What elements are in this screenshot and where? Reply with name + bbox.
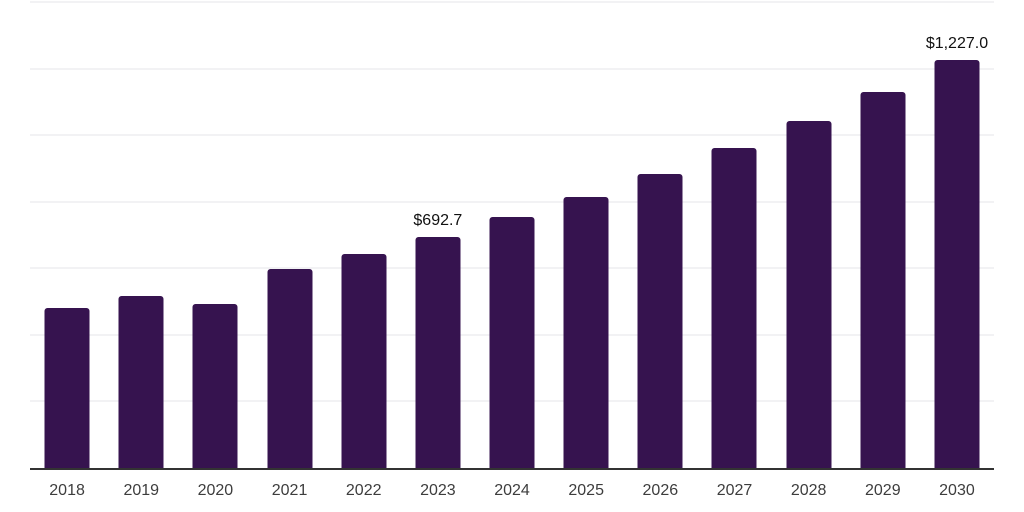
gridline (30, 200, 994, 203)
bar-slot (252, 2, 326, 468)
data-label: $692.7 (413, 212, 463, 230)
x-tick-label: 2022 (345, 482, 382, 499)
bar-slot (772, 2, 846, 468)
data-label: $1,227.0 (925, 34, 989, 52)
bar (637, 174, 683, 468)
x-tick-label: 2018 (49, 482, 85, 499)
bar (44, 307, 90, 468)
bar (934, 59, 980, 468)
x-tick-label: 2027 (716, 482, 753, 499)
bar-slot: $692.7 (401, 2, 475, 468)
gridline (30, 134, 994, 137)
bar (563, 197, 609, 468)
bar (489, 217, 535, 468)
bar (192, 303, 238, 468)
x-tick-label: 2023 (420, 482, 456, 499)
plot-area: $692.7 $1,227.0 (30, 1, 994, 470)
gridline (30, 67, 994, 70)
bars-container: $692.7 $1,227.0 (30, 2, 994, 468)
bar-slot (623, 2, 697, 468)
bar (711, 148, 757, 468)
bar (118, 295, 164, 468)
x-tick-label: 2026 (642, 482, 679, 499)
bar-slot (697, 2, 771, 468)
bar (267, 268, 313, 468)
bar-slot: $1,227.0 (920, 2, 994, 468)
bar-slot (475, 2, 549, 468)
bar-slot (846, 2, 920, 468)
x-tick-label: 2021 (271, 482, 308, 499)
x-tick-label: 2025 (568, 482, 604, 499)
bar (415, 237, 461, 468)
bar (860, 91, 906, 468)
bar-slot (104, 2, 178, 468)
x-tick-label: 2024 (494, 482, 530, 499)
gridline (30, 1, 994, 3)
bar-slot (30, 2, 104, 468)
x-tick-label: 2028 (790, 482, 827, 499)
x-axis-labels: 2018 2019 2020 2021 2022 2023 2024 2025 2026 2027… (30, 482, 994, 500)
x-tick-label: 2020 (197, 482, 234, 499)
x-tick-label: 2019 (123, 482, 160, 499)
bar (786, 120, 832, 468)
bar-slot (178, 2, 252, 468)
x-tick-label: 2030 (939, 482, 975, 499)
x-tick-label: 2029 (865, 482, 901, 499)
bar-slot (327, 2, 401, 468)
bar (341, 253, 387, 468)
bar-slot (549, 2, 623, 468)
